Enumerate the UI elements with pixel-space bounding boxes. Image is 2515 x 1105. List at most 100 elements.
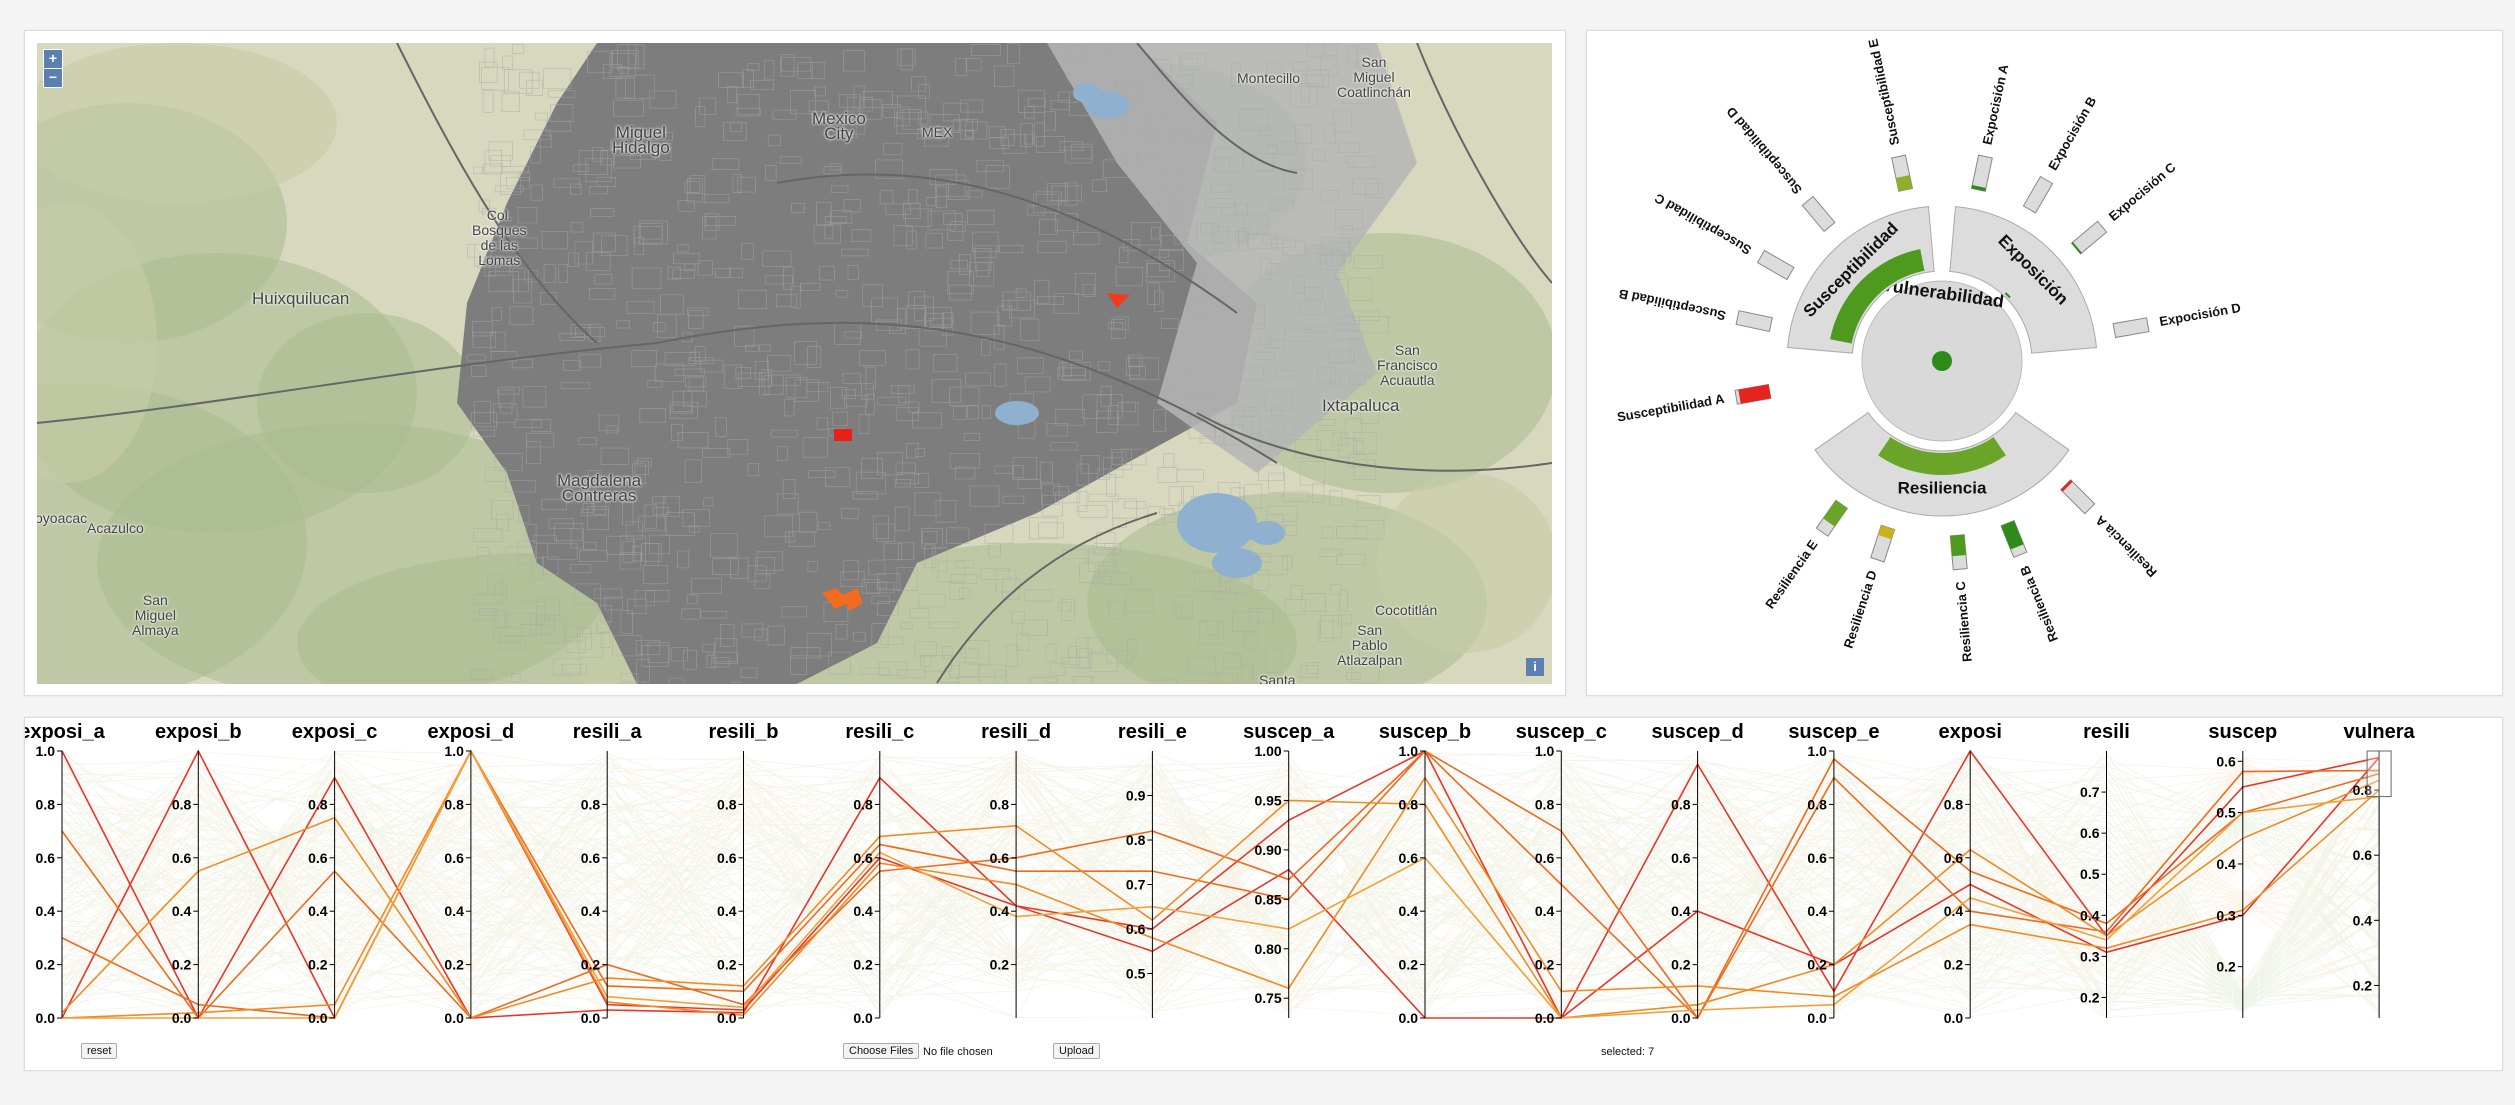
leaf-label: Resiliencia C <box>1953 580 1975 663</box>
tick-label: 0.2 <box>1944 957 1964 973</box>
tick-label: 0.80 <box>1254 941 1281 957</box>
tick-label: 0.8 <box>990 796 1010 812</box>
place-label: San Pablo Atlazalpan <box>1337 622 1403 668</box>
parallel-coordinates-panel: exposi_a 0.0 0.2 0.4 0.6 0.8 1.0 exposi_b 0.0 0.2… <box>24 717 2503 1071</box>
tick-label: 0.6 <box>853 850 873 866</box>
tick-label: 0.6 <box>1399 850 1419 866</box>
reset-button[interactable]: reset <box>81 1043 118 1059</box>
zoom-out-button[interactable]: − <box>43 68 63 88</box>
tick-label: 0.2 <box>2216 959 2236 975</box>
tick-label: 0.6 <box>444 850 464 866</box>
leaf-expocisión-d: Expocisión D <box>2112 300 2242 339</box>
sunburst-panel: Vulnerabilidad Susceptibilidad Exposición R… <box>1586 30 2503 696</box>
tick-label: 0.2 <box>308 957 328 973</box>
tick-label: 0.4 <box>581 903 601 919</box>
tick-label: 0.8 <box>1671 796 1691 812</box>
place-label: Cocotitlán <box>1375 602 1438 618</box>
tick-label: 0.0 <box>1399 1010 1419 1026</box>
tick-label: 0.8 <box>1126 832 1146 848</box>
axis-title: exposi <box>1939 721 2002 743</box>
axis-title: exposi_b <box>155 721 242 743</box>
tick-label: 1.0 <box>444 743 464 759</box>
upload-button[interactable]: Upload <box>1053 1043 1100 1059</box>
choose-files-button[interactable]: Choose Files <box>843 1043 920 1059</box>
tick-label: 0.4 <box>853 903 873 919</box>
axis-title: resili_a <box>573 721 643 743</box>
map-panel: Montecillo San Miguel Coatlinchán Mexico C… <box>24 30 1566 696</box>
tick-label: 0.6 <box>1126 921 1146 937</box>
tick-label: 0.0 <box>1944 1010 1964 1026</box>
leaf-resiliencia-e: Resiliencia E <box>1762 499 1849 611</box>
leaf-susceptibilidad-c: Susceptibilidad C <box>1651 190 1795 281</box>
tick-label: 0.6 <box>2080 825 2100 841</box>
place-label: San Francisco Acuautla <box>1377 342 1438 388</box>
map-tiles <box>37 43 1552 684</box>
place-label: San Miguel Almaya <box>132 592 179 638</box>
tick-label: 0.4 <box>172 903 192 919</box>
axis-title: exposi_c <box>292 721 378 743</box>
axis-suscep: suscep 0.2 0.3 0.4 0.5 0.6 <box>2208 721 2277 1018</box>
tick-label: 0.8 <box>581 796 601 812</box>
leaf-label: Susceptibilidad C <box>1651 190 1753 258</box>
tick-label: 0.7 <box>1126 877 1146 893</box>
selected-lines <box>61 749 2380 1020</box>
place-label: San Miguel Coatlinchán <box>1337 54 1411 100</box>
leaf-resiliencia-d: Resiliencia D <box>1841 524 1896 650</box>
tick-label: 0.2 <box>2080 989 2100 1005</box>
map-view[interactable]: Montecillo San Miguel Coatlinchán Mexico C… <box>37 43 1552 684</box>
leaf-label: Susceptibilidad D <box>1723 104 1805 197</box>
selected-line <box>61 749 2380 1019</box>
info-icon[interactable]: i <box>1526 658 1544 676</box>
axis-title: suscep_d <box>1651 721 1743 743</box>
tick-label: 0.95 <box>1254 792 1281 808</box>
tick-label: 0.7 <box>2080 784 2100 800</box>
axis-suscep_b: suscep_b 0.0 0.2 0.4 0.6 0.8 1.0 <box>1379 721 1471 1026</box>
tick-label: 0.4 <box>1535 903 1555 919</box>
tick-label: 0.2 <box>1807 957 1827 973</box>
leaf-expocisión-a: Expocisión A <box>1970 62 2011 192</box>
axis-suscep_d: suscep_d 0.0 0.2 0.4 0.6 0.8 <box>1651 721 1743 1026</box>
place-label: Montecillo <box>1237 70 1301 86</box>
parallel-coordinates-chart[interactable]: exposi_a 0.0 0.2 0.4 0.6 0.8 1.0 exposi_b 0.0 0.2… <box>25 718 2502 1038</box>
tick-label: 0.0 <box>444 1010 464 1026</box>
tick-label: 0.6 <box>172 850 192 866</box>
tick-label: 0.6 <box>2353 847 2373 863</box>
tick-label: 0.8 <box>1535 796 1555 812</box>
axis-title: suscep_b <box>1379 721 1471 743</box>
tick-label: 0.3 <box>2080 948 2100 964</box>
tick-label: 1.0 <box>1535 743 1555 759</box>
tick-label: 0.2 <box>36 957 56 973</box>
axis-brush <box>2366 750 2392 798</box>
selected-line <box>62 749 2380 1019</box>
tick-label: 0.4 <box>717 903 737 919</box>
axis-suscep_e: suscep_e 0.0 0.2 0.4 0.6 0.8 1.0 <box>1788 721 1879 1026</box>
zoom-in-button[interactable]: + <box>43 49 63 69</box>
tick-label: 0.6 <box>581 850 601 866</box>
tick-label: 0.4 <box>36 903 56 919</box>
tick-label: 0.0 <box>717 1010 737 1026</box>
tick-label: 0.2 <box>990 957 1010 973</box>
tick-label: 0.8 <box>36 796 56 812</box>
tick-label: 0.2 <box>717 957 737 973</box>
tick-label: 0.0 <box>308 1010 328 1026</box>
tick-label: 0.9 <box>1126 788 1146 804</box>
tick-label: 0.8 <box>1944 796 1964 812</box>
leaf-susceptibilidad-b: Susceptibilidad B <box>1617 286 1773 333</box>
tick-label: 0.2 <box>581 957 601 973</box>
tick-label: 1.0 <box>1807 743 1827 759</box>
leaf-label: Expocisión D <box>2158 300 2242 329</box>
axis-title: resili <box>2083 721 2130 743</box>
group-arc <box>1787 206 1935 354</box>
place-label: Huixquilucan <box>252 289 350 308</box>
tick-label: 0.6 <box>1807 850 1827 866</box>
tick-label: 0.4 <box>2080 907 2100 923</box>
tick-label: 0.4 <box>990 903 1010 919</box>
selected-line <box>61 750 2380 1020</box>
tick-label: 0.4 <box>2353 912 2373 928</box>
tick-label: 0.4 <box>1399 903 1419 919</box>
axis-exposi: exposi 0.0 0.2 0.4 0.6 0.8 <box>1939 721 2002 1026</box>
axis-resili_a: resili_a 0.0 0.2 0.4 0.6 0.8 <box>573 721 643 1026</box>
group-arc <box>1949 206 2097 354</box>
axis-exposi_c: exposi_c 0.0 0.2 0.4 0.6 0.8 <box>292 721 378 1026</box>
